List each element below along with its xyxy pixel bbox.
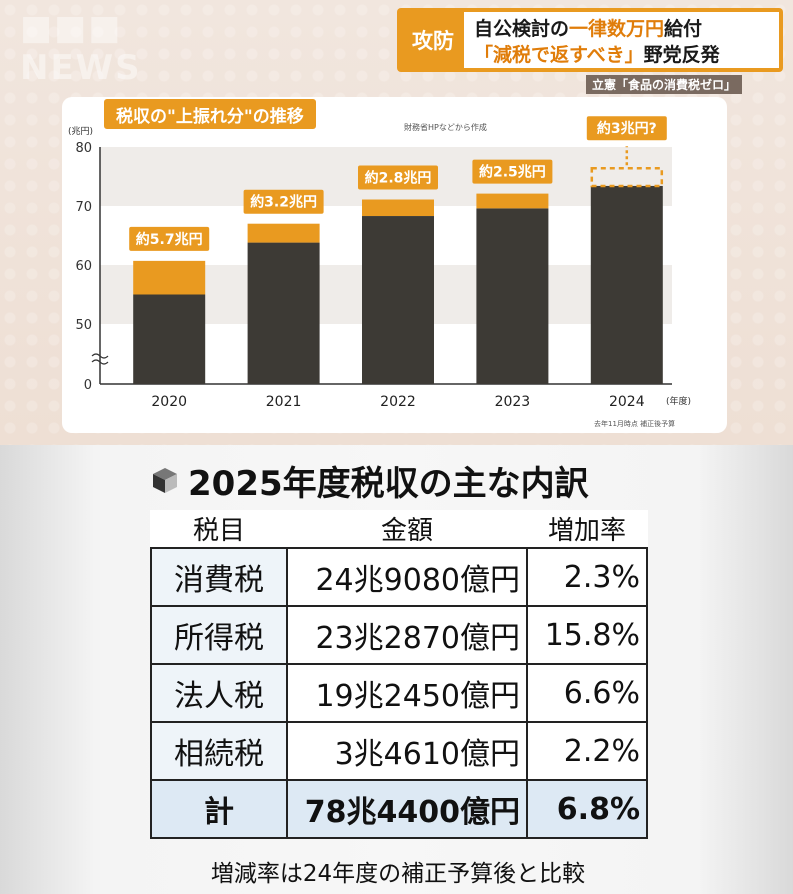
data-label-box: [586, 116, 667, 141]
bar-upswing: [476, 193, 549, 209]
cell-rate: 6.6%: [526, 663, 648, 723]
bar-upswing: [247, 223, 320, 243]
x-tick-label: 2021: [266, 394, 302, 410]
table-title-text: 2025年度税収の主な内訳: [188, 463, 589, 504]
bar-base: [476, 208, 549, 384]
data-label: 約3.2兆円: [250, 194, 317, 211]
cell-rate: 2.2%: [526, 721, 648, 781]
data-label: 約5.7兆円: [136, 231, 203, 248]
cell-item: 法人税: [150, 663, 288, 723]
cell-rate: 15.8%: [526, 605, 648, 665]
table-title: 2025年度税収の主な内訳: [150, 455, 589, 505]
headline-1-b: 給付: [664, 18, 703, 40]
headline-1-a: 自公検討の: [474, 18, 570, 40]
data-label: 約2.5兆円: [479, 164, 546, 181]
bar-chart: 80 70 60 50 0 (兆円) (年度) 2020 約5.7兆円 2021 約3.2兆円 202…: [68, 116, 691, 410]
cell-rate: 2.3%: [526, 547, 648, 607]
data-label: 約3兆円?: [597, 120, 657, 137]
data-label-box: [243, 189, 324, 214]
data-label-box: [358, 165, 438, 190]
y-tick-label: 50: [75, 318, 92, 333]
table-note: 増減率は24年度の補正予算後と比較: [210, 861, 586, 887]
x-tick-label: 2023: [495, 394, 531, 410]
subheadline: 立憲「食品の消費税ゼロ」: [586, 75, 743, 94]
cell-amount: 23兆2870億円: [286, 605, 528, 665]
bar-base: [362, 216, 434, 384]
bar-base: [590, 185, 663, 384]
y-tick-label: 60: [75, 259, 92, 274]
data-label-box: [472, 159, 553, 184]
table-row: 法人税 19兆2450億円 6.6%: [150, 663, 648, 723]
y-axis-label: (兆円): [68, 126, 93, 137]
footnote: 去年11月時点 補正後予算: [594, 420, 676, 428]
tax-revenue-table: 税目 金額 増加率 消費税 24兆9080億円 2.3% 所得税 23兆2870…: [150, 510, 648, 839]
source-note: 財務省HPなどから作成: [404, 123, 487, 132]
x-tick-label: 2024: [609, 394, 645, 410]
cell-amount: 24兆9080億円: [286, 547, 528, 607]
headline-2-emphasis: 「減税で返すべき」: [474, 44, 644, 66]
cell-amount: 3兆4610億円: [286, 721, 528, 781]
bar-upswing: [362, 199, 434, 217]
bar-upswing-estimated: [590, 166, 664, 188]
cell-item: 消費税: [150, 547, 288, 607]
cell-item: 所得税: [150, 605, 288, 665]
y-tick-label: 0: [84, 378, 92, 393]
header-item: 税目: [151, 510, 287, 548]
cell-total-rate: 6.8%: [526, 779, 648, 839]
table-header-row: 税目 金額 増加率: [151, 510, 647, 548]
y-tick-label: 70: [75, 200, 92, 215]
headline-1-emphasis: 一律数万円: [569, 18, 665, 40]
headline-line-1: 自公検討の一律数万円給付: [474, 14, 702, 41]
x-tick-label: 2020: [151, 394, 187, 410]
cell-total-item: 計: [150, 779, 288, 839]
cube-icon: [153, 468, 177, 493]
bar-base: [247, 242, 320, 384]
bar-base: [133, 294, 206, 384]
broadcaster-logo-watermark: ■■■ NEWS: [20, 8, 142, 88]
header-amount: 金額: [287, 510, 527, 548]
chart-title: 税収の"上振れ分"の推移: [104, 99, 316, 129]
data-label: 約2.8兆円: [365, 170, 432, 187]
axis-break-mark: [91, 353, 109, 365]
headline-tag: 攻防: [404, 15, 462, 65]
x-tick-label: 2022: [380, 394, 416, 410]
table-row: 消費税 24兆9080億円 2.3%: [150, 547, 648, 607]
headline-line-2: 「減税で返すべき」野党反発: [474, 40, 720, 67]
headline-2-b: 野党反発: [643, 44, 720, 66]
bar-upswing: [133, 260, 206, 295]
cell-item: 相続税: [150, 721, 288, 781]
table-row: 所得税 23兆2870億円 15.8%: [150, 605, 648, 665]
data-label-box: [129, 226, 210, 251]
table-row: 相続税 3兆4610億円 2.2%: [150, 721, 648, 781]
table-total-row: 計 78兆4400億円 6.8%: [150, 779, 648, 839]
cell-amount: 19兆2450億円: [286, 663, 528, 723]
x-axis-label: (年度): [666, 395, 691, 407]
header-rate: 増加率: [527, 510, 647, 548]
cell-total-amount: 78兆4400億円: [286, 779, 528, 839]
y-tick-label: 80: [75, 141, 92, 156]
headline-background: [464, 12, 779, 68]
